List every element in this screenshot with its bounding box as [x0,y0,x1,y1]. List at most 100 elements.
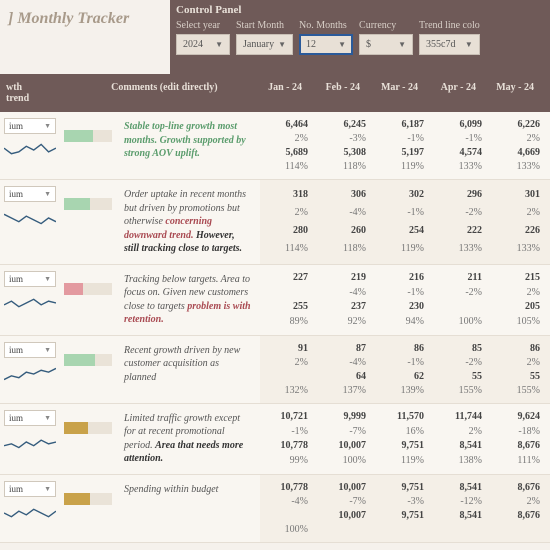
comments-cell[interactable]: Limited traffic growth except for at rec… [116,404,260,474]
metric-value: 155% [438,385,482,396]
bar-bg [64,283,112,295]
trend-select[interactable]: ium▼ [4,186,56,202]
metric-value: -1% [438,133,482,144]
metric-value: 99% [264,455,308,466]
month-cell: 9,999-7%10,007100% [318,404,376,474]
control-value: 2024 [183,39,203,50]
control-select-3[interactable]: $▼ [359,34,413,55]
control-select-2[interactable]: 12▼ [299,34,353,55]
metric-value: 5,689 [264,147,308,158]
bar-bg [64,198,112,210]
control-select-4[interactable]: 355c7d▼ [419,34,480,55]
metric-value: 8,541 [438,510,482,521]
control-label: Trend line colo [419,20,480,31]
metric-value: 119% [380,243,424,254]
metric-value: 55 [438,371,482,382]
chevron-down-icon: ▼ [338,40,346,49]
metric-value: 11,570 [380,411,424,422]
control-field-3: Currency$▼ [359,20,413,55]
metric-value: 4,574 [438,147,482,158]
comments-cell[interactable]: Recent growth driven by new customer acq… [116,336,260,403]
bar-fg [64,422,88,434]
trend-select-value: ium [9,121,23,131]
metric-value: 62 [380,371,424,382]
month-cell: 8,541-12%8,541 [434,475,492,542]
metric-value: 306 [322,189,366,200]
bar-cell [60,404,116,474]
metric-value: 260 [322,225,366,236]
metric-value [380,524,424,535]
metric-value: 11,744 [438,411,482,422]
metric-value: 2% [264,207,308,218]
control-select-0[interactable]: 2024 ▼ [176,34,230,55]
header-month: Mar - 24 [370,82,428,104]
chevron-down-icon: ▼ [44,122,51,130]
month-cell: 11,7442%8,541138% [434,404,492,474]
metric-value: 86 [496,343,540,354]
control-field-2: No. Months12▼ [299,20,353,55]
control-select-1[interactable]: January▼ [236,34,293,55]
month-cell: 86-1%62139% [376,336,434,403]
month-cell: 6,099 -1% 4,574 133% [434,112,492,179]
metric-value: 2% [496,357,540,368]
metric-value: 6,099 [438,119,482,130]
metric-value: 8,541 [438,482,482,493]
metric-value: 2% [264,357,308,368]
metric-value: 133% [438,161,482,172]
metric-value: 133% [438,243,482,254]
trend-cell: ium▼ [0,336,60,403]
comments-cell[interactable]: Spending within budget [116,475,260,542]
month-cell: 211-2% 100% [434,265,492,335]
trend-cell: ium▼ [0,180,60,264]
header-month: Jan - 24 [254,82,312,104]
trend-select[interactable]: ium ▼ [4,118,56,134]
metric-value: -3% [380,496,424,507]
metric-value: -2% [438,357,482,368]
metric-value: 255 [264,301,308,312]
metric-value [438,301,482,312]
month-cell: 10,778-4% 100% [260,475,318,542]
bar-fg [64,354,95,366]
comments-cell[interactable]: Tracking below targets. Area to focus on… [116,265,260,335]
trend-select[interactable]: ium▼ [4,481,56,497]
chevron-down-icon: ▼ [44,414,51,422]
comments-cell[interactable]: Stable top-line growth most months. Grow… [116,112,260,179]
metric-value: 55 [496,371,540,382]
trend-cell: ium ▼ [0,112,60,179]
metric-value: 226 [496,225,540,236]
metric-value: 8,676 [496,510,540,521]
trend-cell: ium▼ [0,265,60,335]
metric-value: 10,721 [264,411,308,422]
metric-value: 9,999 [322,411,366,422]
metric-value: 89% [264,316,308,327]
trend-cell: ium▼ [0,404,60,474]
month-cols: 3182%280114%306-4%260118%302-1%254119%29… [260,180,550,264]
metric-value: 10,007 [322,482,366,493]
header-month: May - 24 [486,82,544,104]
trend-select[interactable]: ium▼ [4,342,56,358]
metric-value [264,510,308,521]
metric-value: -1% [380,287,424,298]
metric-value: 119% [380,161,424,172]
metric-block-2: ium▼ Tracking below targets. Area to focu… [0,265,550,336]
trend-select-value: ium [9,345,23,355]
metric-value: -2% [438,287,482,298]
month-cols: 912% 132%87-4%64137%86-1%62139%85-2%5515… [260,336,550,403]
metric-value [438,524,482,535]
header-months: Jan - 24Feb - 24Mar - 24Apr - 24May - 24 [248,74,550,112]
month-cell: 912% 132% [260,336,318,403]
month-cell: 10,007-7%10,007 [318,475,376,542]
trend-select[interactable]: ium▼ [4,271,56,287]
comments-cell[interactable]: Order uptake in recent months but driven… [116,180,260,264]
trend-select[interactable]: ium▼ [4,410,56,426]
metric-value: 100% [322,455,366,466]
metric-value: 8,676 [496,482,540,493]
month-cols: 227 25589%219-4%23792%216-1%23094%211-2%… [260,265,550,335]
month-cols: 6,4642%5,689114%6,245-3%5,308118%6,187-1… [260,112,550,179]
month-cell: 3182%280114% [260,180,318,264]
trend-select-value: ium [9,484,23,494]
metric-value: 254 [380,225,424,236]
metric-value: 111% [496,455,540,466]
header-month: Feb - 24 [312,82,370,104]
chevron-down-icon: ▼ [215,40,223,49]
